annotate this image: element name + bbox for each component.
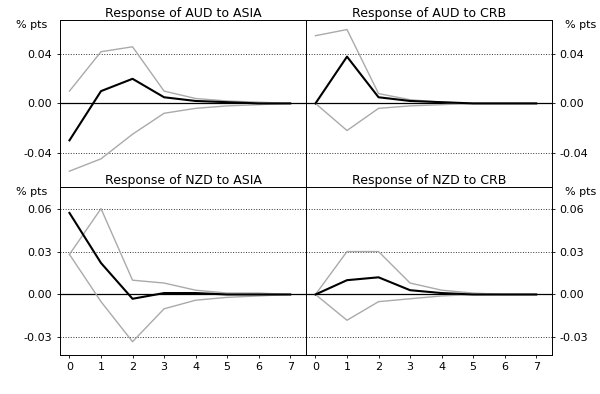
Text: % pts: % pts xyxy=(565,187,596,197)
Title: Response of AUD to ASIA: Response of AUD to ASIA xyxy=(104,7,262,20)
Text: % pts: % pts xyxy=(16,187,47,197)
Title: Response of NZD to ASIA: Response of NZD to ASIA xyxy=(104,174,262,187)
Text: % pts: % pts xyxy=(565,20,596,30)
Text: % pts: % pts xyxy=(16,20,47,30)
Title: Response of AUD to CRB: Response of AUD to CRB xyxy=(352,7,506,20)
Title: Response of NZD to CRB: Response of NZD to CRB xyxy=(352,174,506,187)
